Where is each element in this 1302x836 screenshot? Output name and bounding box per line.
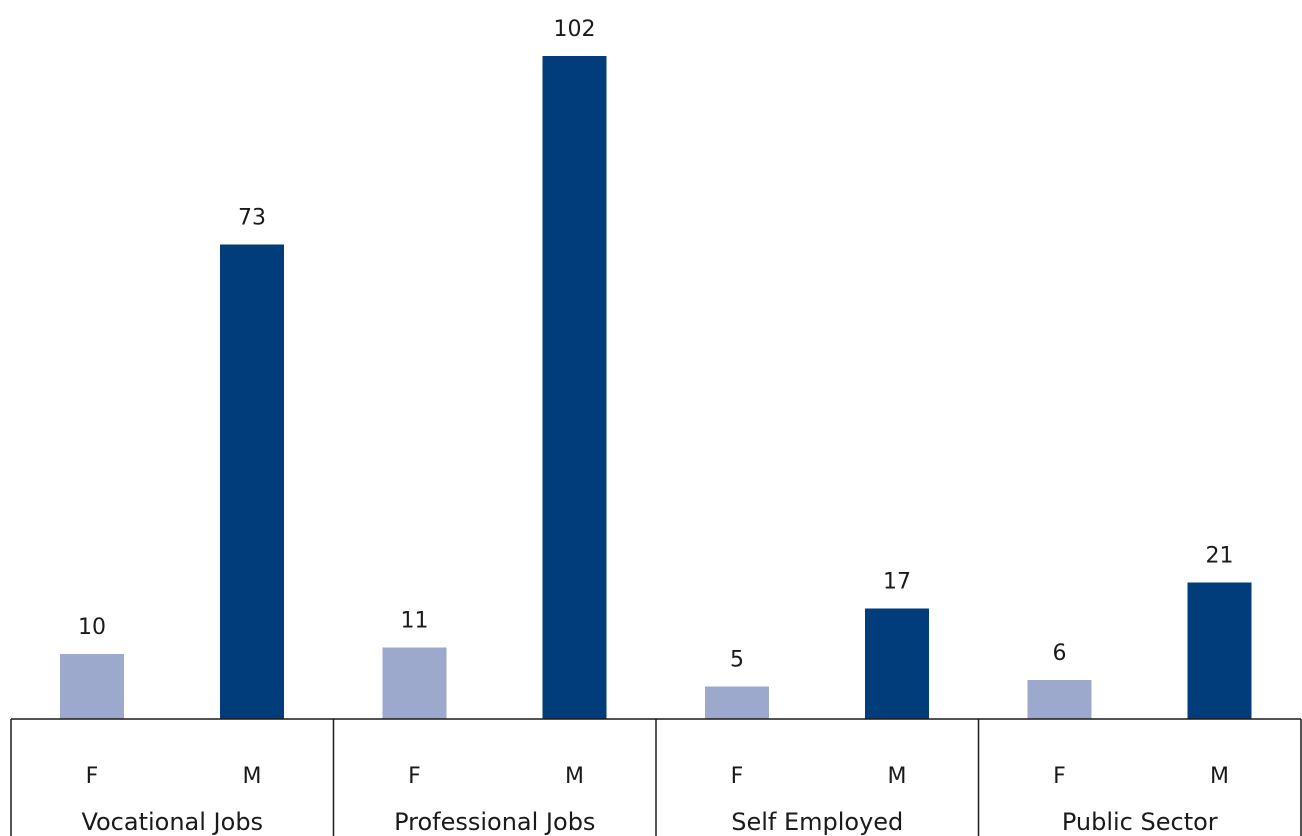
bar-vocational-jobs-m: [220, 244, 284, 719]
bar-public-sector-f: [1027, 680, 1092, 719]
sub-category-label: F: [731, 764, 744, 789]
data-labels-layer: 10 73 11 102 5 17 6 21: [78, 17, 1234, 673]
category-label: Professional Jobs: [394, 808, 595, 836]
bars-layer: [60, 56, 1252, 719]
sub-category-label: M: [565, 764, 584, 789]
bar-professional-jobs-m: [542, 56, 607, 719]
sub-category-label: F: [1053, 764, 1066, 789]
category-label: Vocational Jobs: [81, 808, 263, 836]
data-label: 21: [1206, 544, 1234, 569]
sub-category-label: F: [86, 764, 99, 789]
category-label: Self Employed: [731, 808, 903, 836]
bar-public-sector-m: [1187, 582, 1252, 719]
data-label: 17: [883, 570, 911, 595]
category-label: Public Sector: [1062, 808, 1218, 836]
sub-category-label: M: [888, 764, 907, 789]
bar-vocational-jobs-f: [60, 654, 124, 719]
data-label: 5: [730, 648, 744, 673]
sub-category-label: F: [408, 764, 421, 789]
data-label: 102: [554, 17, 596, 42]
data-label: 11: [401, 609, 429, 634]
sub-category-label: M: [1210, 764, 1229, 789]
category-axis-table: F M Vocational Jobs F M Professional Jobs F M Se…: [10, 718, 1302, 836]
data-label: 6: [1053, 641, 1067, 666]
data-label: 73: [238, 206, 266, 231]
sub-category-label: M: [243, 764, 262, 789]
bar-professional-jobs-f: [382, 647, 447, 719]
data-label: 10: [78, 615, 106, 640]
bar-self-employed-m: [865, 608, 929, 719]
bar-self-employed-f: [705, 686, 769, 719]
